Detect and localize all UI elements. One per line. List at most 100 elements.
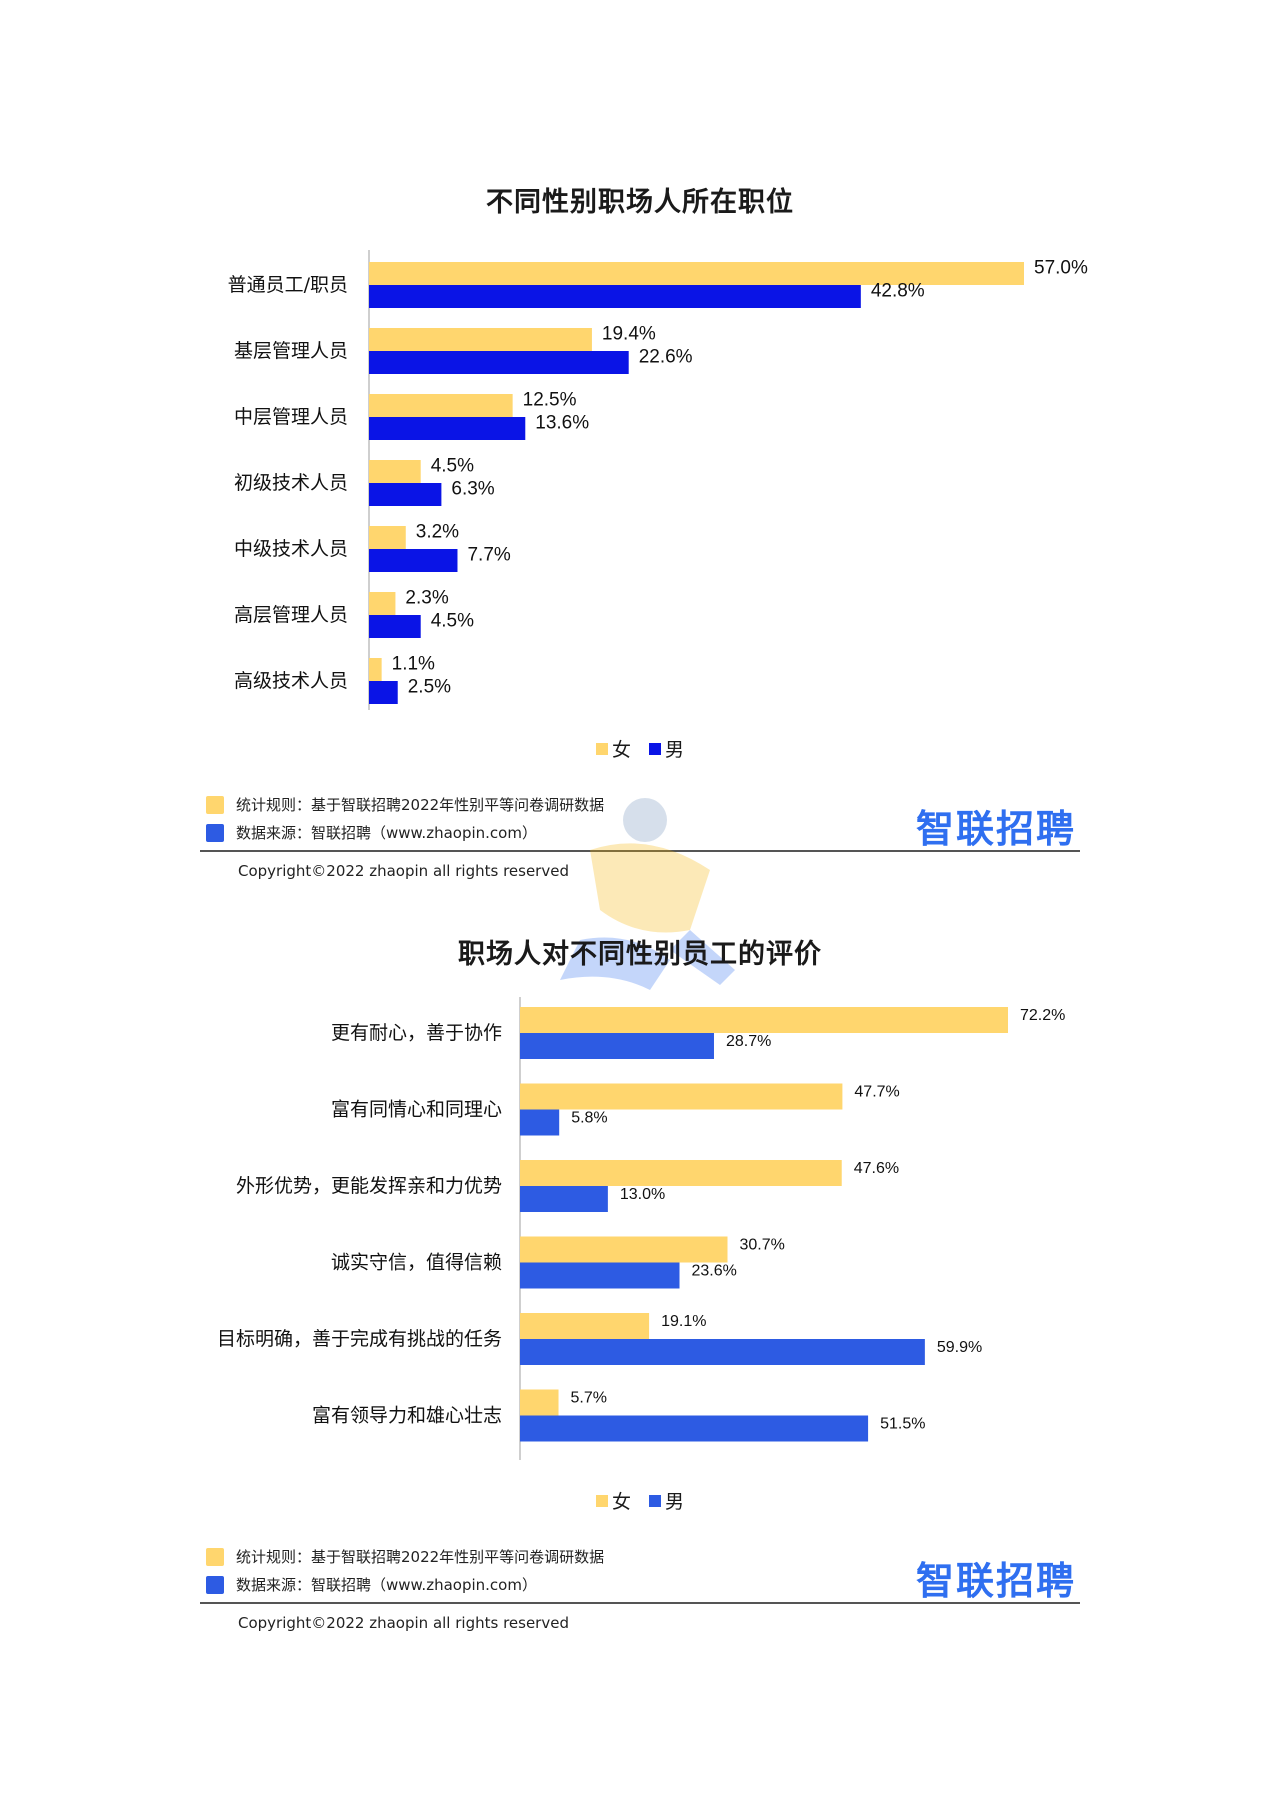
category-label: 富有领导力和雄心壮志 — [312, 1405, 502, 1427]
bar-female — [369, 328, 592, 351]
bar-male — [369, 681, 398, 704]
data-label: 47.6% — [854, 1160, 899, 1177]
legend-female-2: 女 — [595, 1487, 631, 1514]
chart1-plot: 普通员工/职员 57.0% 42.8% 基层管理人员 19.4%22.6% 中层管理人员 1… — [228, 250, 1088, 710]
data-label: 22.6% — [639, 347, 693, 368]
chart2-legend: 女 男 — [0, 1487, 1280, 1514]
bar-female — [520, 1313, 650, 1339]
legend-male-2: 男 — [649, 1487, 684, 1514]
category-label: 富有同情心和同理心 — [331, 1099, 502, 1121]
category-label: 普通员工/职员 — [228, 274, 348, 296]
bar-male — [520, 1262, 680, 1289]
bar-male — [369, 417, 526, 440]
data-label: 19.4% — [602, 324, 656, 345]
bar-female — [369, 262, 1024, 285]
source-note-swatch — [206, 823, 224, 842]
bar-female — [520, 1160, 842, 1186]
bar-male — [520, 1186, 608, 1212]
bar-female — [520, 1083, 843, 1110]
bar-male — [520, 1109, 560, 1136]
rule-note-text: 统计规则：基于智联招聘2022年性别平等问卷调研数据 — [236, 796, 605, 814]
data-label: 7.7% — [467, 545, 510, 566]
data-label: 23.6% — [692, 1263, 737, 1280]
brand-logo-2: 智联招聘 — [915, 1559, 1076, 1603]
rule-note-swatch — [206, 795, 224, 814]
bar-male — [369, 549, 458, 572]
category-label: 外形优势，更能发挥亲和力优势 — [236, 1175, 502, 1197]
footer-rule-note-2: 统计规则：基于智联招聘2022年性别平等问卷调研数据 — [206, 1546, 604, 1567]
source-note-text-2: 数据来源：智联招聘（www.zhaopin.com） — [236, 1576, 537, 1594]
rule-note-swatch-2 — [206, 1547, 224, 1566]
footer-2: 统计规则：基于智联招聘2022年性别平等问卷调研数据 数据来源：智联招聘（www… — [200, 1542, 1080, 1637]
data-label: 59.9% — [937, 1339, 982, 1356]
footer-source-note-2: 数据来源：智联招聘（www.zhaopin.com） — [206, 1574, 537, 1595]
data-label: 4.5% — [431, 456, 474, 477]
footer-source-note: 数据来源：智联招聘（www.zhaopin.com） — [206, 822, 537, 843]
bar-female — [520, 1389, 559, 1416]
legend-male-label: 男 — [665, 739, 685, 761]
legend-female-swatch — [595, 742, 608, 755]
data-label: 3.2% — [416, 522, 459, 543]
bar-female — [520, 1007, 1008, 1033]
category-label: 基层管理人员 — [234, 340, 348, 362]
legend-male-label-2: 男 — [665, 1491, 685, 1513]
bar-male — [369, 285, 861, 308]
category-label: 中级技术人员 — [234, 538, 348, 560]
category-label: 高级技术人员 — [234, 670, 348, 692]
legend-female-label-2: 女 — [611, 1491, 631, 1513]
brand-logo: 智联招聘 — [915, 807, 1076, 851]
category-label: 中层管理人员 — [234, 406, 348, 428]
chart2-plot: 更有耐心，善于协作 72.2% 28.7% 富有同情心和同理心 47.7% 5.8% 外形优… — [217, 997, 1065, 1460]
data-label: 2.5% — [408, 677, 451, 698]
chart1-legend: 女 男 — [0, 735, 1280, 762]
chart2-title: 职场人对不同性别员工的评价 — [458, 939, 822, 970]
bar-female — [369, 592, 396, 615]
bar-female — [369, 394, 513, 417]
legend-female-label: 女 — [611, 739, 631, 761]
bar-female — [369, 460, 421, 483]
category-label: 高层管理人员 — [234, 604, 348, 626]
legend-male-swatch — [649, 742, 662, 755]
bar-male — [369, 351, 629, 374]
bar-female — [520, 1236, 728, 1263]
data-label: 51.5% — [880, 1416, 925, 1433]
data-label: 12.5% — [523, 390, 577, 411]
bar-male — [369, 483, 442, 506]
data-label: 1.1% — [392, 654, 435, 675]
data-label: 42.8% — [871, 281, 925, 302]
data-label: 6.3% — [451, 479, 494, 500]
data-label: 5.8% — [571, 1110, 607, 1127]
bar-female — [369, 526, 406, 549]
legend-male-swatch-2 — [649, 1494, 662, 1507]
data-label: 47.7% — [854, 1084, 899, 1101]
data-label: 13.6% — [535, 413, 589, 434]
legend-female: 女 — [595, 735, 631, 762]
chart1-title: 不同性别职场人所在职位 — [486, 187, 794, 218]
legend-female-swatch-2 — [595, 1494, 608, 1507]
bar-male — [520, 1339, 925, 1365]
bar-male — [369, 615, 421, 638]
bar-male — [520, 1033, 714, 1059]
source-note-swatch-2 — [206, 1575, 224, 1594]
data-label: 19.1% — [661, 1313, 706, 1330]
footer-divider-2 — [200, 1602, 1080, 1604]
legend-male: 男 — [649, 735, 684, 762]
copyright-text-2: Copyright©2022 zhaopin all rights reserv… — [238, 1614, 569, 1632]
runner-watermark-icon — [560, 798, 735, 990]
bar-male — [520, 1415, 869, 1442]
data-label: 72.2% — [1020, 1007, 1065, 1024]
footer-rule-note: 统计规则：基于智联招聘2022年性别平等问卷调研数据 — [206, 794, 604, 815]
category-label: 目标明确，善于完成有挑战的任务 — [217, 1328, 502, 1350]
source-note-text: 数据来源：智联招聘（www.zhaopin.com） — [236, 824, 537, 842]
footer-1: 统计规则：基于智联招聘2022年性别平等问卷调研数据 数据来源：智联招聘（www… — [200, 790, 1080, 885]
category-label: 诚实守信，值得信赖 — [331, 1252, 502, 1274]
category-label: 初级技术人员 — [234, 472, 348, 494]
data-label: 30.7% — [740, 1237, 785, 1254]
bar-female — [369, 658, 382, 681]
data-label: 2.3% — [405, 588, 448, 609]
copyright-text: Copyright©2022 zhaopin all rights reserv… — [238, 862, 569, 880]
data-label: 57.0% — [1034, 258, 1088, 279]
category-label: 更有耐心，善于协作 — [331, 1022, 502, 1044]
data-label: 4.5% — [431, 611, 474, 632]
data-label: 5.7% — [571, 1390, 607, 1407]
